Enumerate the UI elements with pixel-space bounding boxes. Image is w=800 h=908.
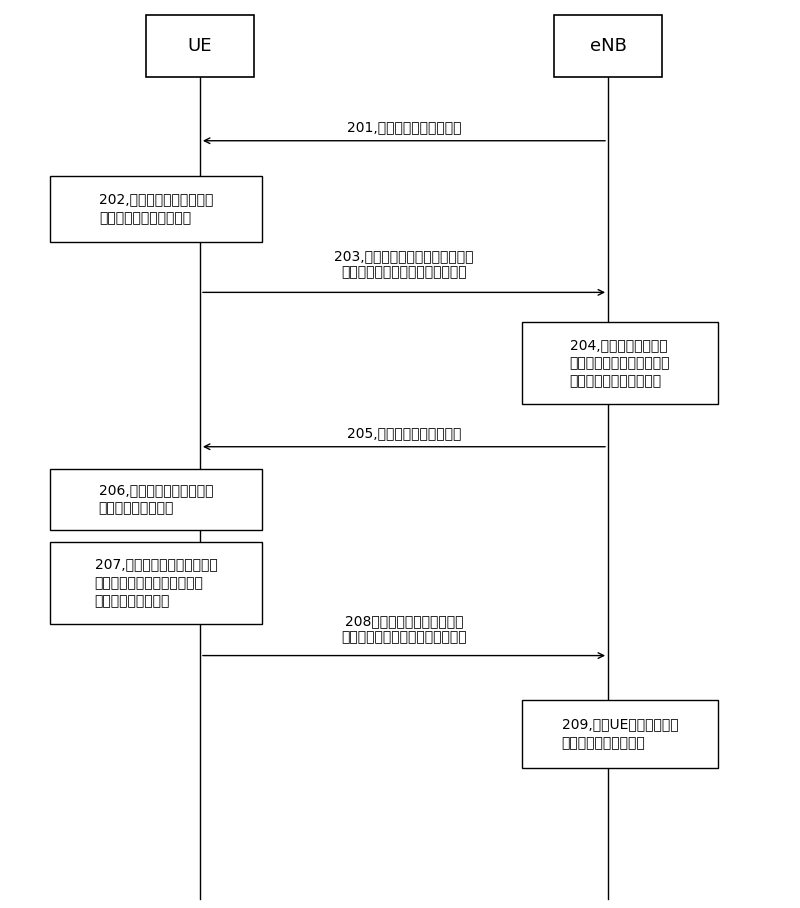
Text: 207,根据各邻区对应的滤波系
数分别对测量到的邻区的信号
质量值进行滤波处理: 207,根据各邻区对应的滤波系 数分别对测量到的邻区的信号 质量值进行滤波处理 — [94, 558, 218, 608]
Text: 201,下发第二测量控制消息: 201,下发第二测量控制消息 — [346, 121, 462, 134]
Text: 205,下发第一测量控制消息: 205,下发第一测量控制消息 — [347, 427, 461, 440]
Text: eNB: eNB — [590, 37, 626, 55]
Text: 202,根据第二测量控制消息
对各邻区的信号进行测量: 202,根据第二测量控制消息 对各邻区的信号进行测量 — [99, 192, 213, 225]
Text: 209,根据UE上报的信号质
量值进行小区切换判决: 209,根据UE上报的信号质 量值进行小区切换判决 — [562, 717, 678, 750]
Text: 203,上报多个满足第二上报门限的
各邻区对应的滤波后的信号质量值: 203,上报多个满足第二上报门限的 各邻区对应的滤波后的信号质量值 — [334, 250, 474, 280]
Bar — [554, 15, 662, 77]
Bar — [522, 322, 718, 404]
Bar — [50, 176, 262, 242]
Text: 206,根据第一测量控制消息
对滤波系数进行更新: 206,根据第一测量控制消息 对滤波系数进行更新 — [98, 483, 214, 516]
Bar — [50, 542, 262, 624]
Text: 208，上报满足第一上报门限
的邻区对应的滤波后的信号质量值: 208，上报满足第一上报门限 的邻区对应的滤波后的信号质量值 — [341, 615, 467, 645]
Bar — [146, 15, 254, 77]
Bar — [50, 469, 262, 530]
Text: UE: UE — [188, 37, 212, 55]
Text: 204,根据接收到的各邻
区的多个信号质量值分别获
取各邻区对应的滤波系数: 204,根据接收到的各邻 区的多个信号质量值分别获 取各邻区对应的滤波系数 — [570, 338, 670, 389]
Bar — [522, 699, 718, 767]
